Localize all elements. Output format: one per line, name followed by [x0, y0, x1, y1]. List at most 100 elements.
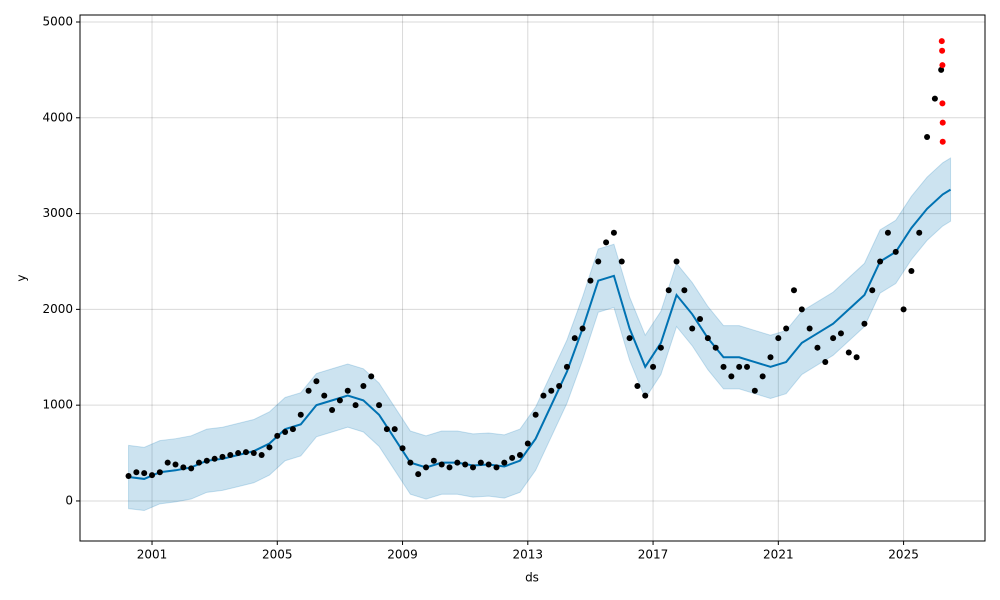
outlier-point	[939, 138, 946, 145]
observed-point	[407, 459, 414, 466]
observed-point	[759, 373, 766, 380]
observed-point	[563, 363, 570, 370]
observed-point	[924, 133, 931, 140]
forecast-line	[128, 188, 952, 480]
observed-point	[892, 248, 899, 255]
observed-point	[321, 392, 328, 399]
y-tick-label: 0	[65, 493, 73, 507]
observed-point	[634, 383, 641, 390]
observed-point	[376, 402, 383, 409]
observed-point	[931, 95, 938, 102]
observed-point	[423, 464, 430, 471]
observed-point	[571, 335, 578, 342]
uncertainty-band	[128, 157, 952, 512]
observed-point	[540, 392, 547, 399]
observed-point	[470, 464, 477, 471]
observed-point	[822, 359, 829, 366]
observed-point	[289, 426, 296, 433]
observed-point	[203, 457, 210, 464]
observed-point	[853, 354, 860, 361]
observed-point	[603, 239, 610, 246]
observed-point	[861, 320, 868, 327]
observed-point	[908, 268, 915, 275]
observed-point	[430, 457, 437, 464]
y-tick-label: 3000	[42, 206, 73, 220]
observed-point	[806, 325, 813, 332]
x-tick-label: 2017	[638, 548, 669, 562]
outlier-point	[939, 119, 946, 126]
observed-point	[798, 306, 805, 313]
x-axis-label: ds	[525, 571, 539, 585]
x-tick-label: 2013	[513, 548, 544, 562]
observed-point	[250, 450, 257, 457]
observed-point	[673, 258, 680, 265]
observed-point	[579, 325, 586, 332]
observed-point	[438, 461, 445, 468]
observed-point	[141, 470, 148, 477]
observed-point	[391, 426, 398, 433]
plot-frame	[79, 14, 986, 542]
observed-point	[642, 392, 649, 399]
x-tick-label: 2021	[763, 548, 794, 562]
y-tick-label: 2000	[42, 302, 73, 316]
observed-point	[164, 459, 171, 466]
observed-point	[790, 287, 797, 294]
observed-point	[516, 451, 523, 458]
observed-point	[493, 464, 500, 471]
observed-point	[305, 387, 312, 394]
observed-point	[501, 459, 508, 466]
observed-point	[172, 461, 179, 468]
observed-point	[845, 349, 852, 356]
observed-point	[712, 344, 719, 351]
observed-point	[329, 406, 336, 413]
observed-point	[626, 335, 633, 342]
outlier-point	[939, 100, 946, 107]
observed-point	[767, 354, 774, 361]
observed-point	[657, 344, 664, 351]
outlier-point	[939, 62, 946, 69]
observed-point	[274, 432, 281, 439]
observed-point	[297, 411, 304, 418]
y-axis-label: y	[15, 274, 29, 281]
observed-point	[227, 451, 234, 458]
observed-point	[383, 426, 390, 433]
observed-point	[689, 325, 696, 332]
observed-point	[399, 445, 406, 452]
observed-point	[219, 453, 226, 460]
y-tick-label: 5000	[42, 14, 73, 28]
x-tick-label: 2025	[888, 548, 919, 562]
observed-point	[775, 335, 782, 342]
observed-point	[814, 344, 821, 351]
observed-point	[869, 287, 876, 294]
observed-point	[665, 287, 672, 294]
outlier-point	[939, 47, 946, 54]
observed-point	[532, 411, 539, 418]
observed-point	[180, 464, 187, 471]
observed-point	[736, 363, 743, 370]
y-tick-label: 4000	[42, 110, 73, 124]
observed-point	[352, 402, 359, 409]
observed-point	[258, 451, 265, 458]
observed-point	[697, 315, 704, 322]
observed-point	[618, 258, 625, 265]
observed-point	[415, 471, 422, 478]
observed-point	[313, 378, 320, 385]
x-tick-label: 2005	[262, 548, 293, 562]
observed-point	[149, 472, 156, 479]
observed-point	[477, 459, 484, 466]
observed-point	[595, 258, 602, 265]
observed-point	[368, 373, 375, 380]
observed-point	[830, 335, 837, 342]
observed-point	[556, 383, 563, 390]
x-tick-label: 2001	[137, 548, 168, 562]
observed-point	[242, 449, 249, 456]
observed-point	[125, 473, 132, 480]
observed-point	[462, 461, 469, 468]
observed-point	[360, 383, 367, 390]
observed-point	[900, 306, 907, 313]
observed-point	[133, 469, 140, 476]
observed-point	[446, 464, 453, 471]
observed-point	[704, 335, 711, 342]
observed-point	[195, 459, 202, 466]
